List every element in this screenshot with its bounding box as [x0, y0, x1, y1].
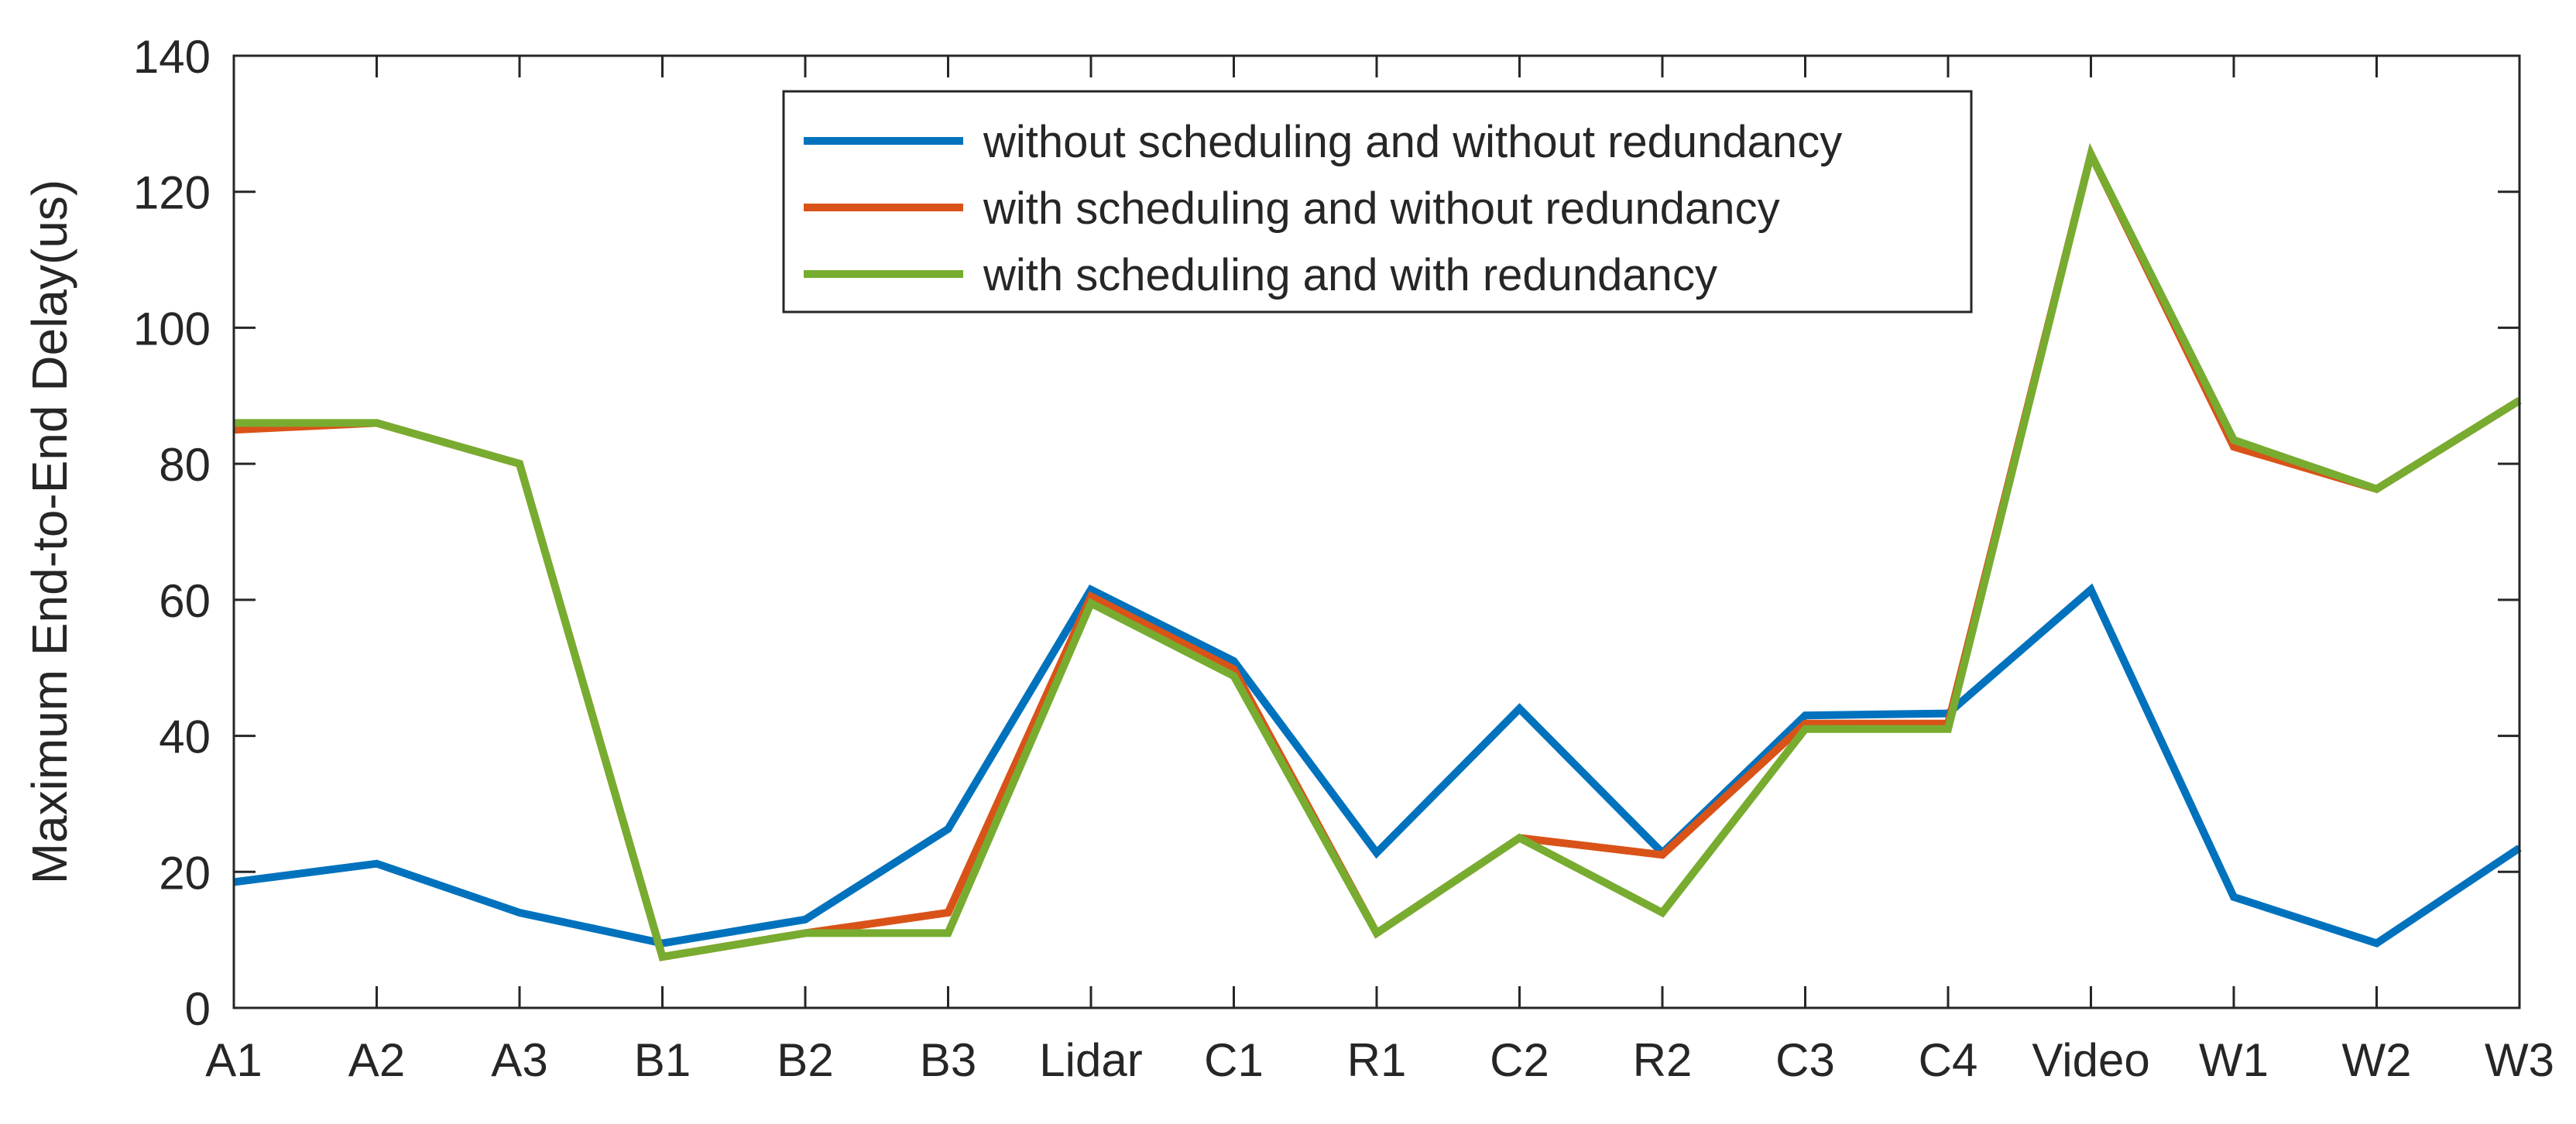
x-tick-label: A3	[491, 1034, 547, 1086]
y-tick-label: 40	[159, 711, 211, 763]
x-tick-label: B1	[634, 1034, 691, 1086]
x-tick-label: A1	[205, 1034, 262, 1086]
x-tick-label: C3	[1775, 1034, 1835, 1086]
x-tick-label: W2	[2342, 1034, 2412, 1086]
y-tick-label: 80	[159, 439, 211, 491]
x-tick-label: B2	[777, 1034, 833, 1086]
axis-ticks	[232, 54, 2521, 1009]
x-tick-label: A2	[348, 1034, 405, 1086]
x-tick-label: Lidar	[1039, 1034, 1142, 1086]
legend: without scheduling and without redundanc…	[782, 90, 1973, 314]
x-tick-label: W3	[2485, 1034, 2554, 1086]
y-tick-label: 100	[133, 303, 211, 355]
tick-labels: 0 20 40 60 80 100 120 140 A1 A2 A3 B1 B2 B3 Lidar C1 R1 C…	[133, 31, 2554, 1086]
legend-label-2: with scheduling and without redundancy	[983, 183, 1780, 234]
legend-label-3: with scheduling and with redundancy	[983, 250, 1717, 300]
x-tick-label: Video	[2032, 1034, 2149, 1086]
x-tick-label: R2	[1633, 1034, 1693, 1086]
x-tick-label: W1	[2199, 1034, 2269, 1086]
series-line-3	[234, 143, 2522, 961]
x-tick-label: C1	[1204, 1034, 1264, 1086]
legend-box	[782, 90, 1973, 314]
legend-label-1: without scheduling and without redundanc…	[983, 117, 1842, 167]
x-tick-label: B3	[920, 1034, 976, 1086]
y-tick-label: 120	[133, 167, 211, 219]
series-line-1	[233, 583, 2522, 948]
x-tick-label: C2	[1490, 1034, 1549, 1086]
y-axis-label: Maximum End-to-End Delay(us)	[22, 180, 77, 885]
x-tick-label: C4	[1919, 1034, 1978, 1086]
y-tick-label: 140	[133, 31, 211, 83]
series-lines	[233, 142, 2522, 961]
y-tick-label: 0	[185, 983, 211, 1035]
y-tick-label: 20	[159, 847, 211, 899]
x-tick-label: R1	[1347, 1034, 1407, 1086]
y-tick-label: 60	[159, 575, 211, 627]
